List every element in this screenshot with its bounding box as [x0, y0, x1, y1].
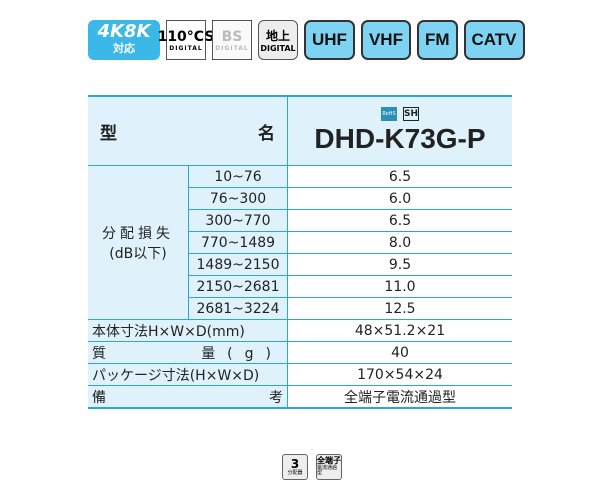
loss-value: 9.5	[287, 253, 512, 276]
compatibility-badges: 4K8K 対応 110°CS DIGITAL BS DIGITAL 地上 DIGITAL…	[88, 20, 525, 60]
loss-value: 12.5	[287, 297, 512, 320]
loss-value: 6.5	[287, 209, 512, 232]
loss-value: 6.5	[287, 165, 512, 188]
spec-table: 型名 RoHS SH DHD-K73G-P 分配損失 (dB以下) 10~76 6.5 7…	[88, 95, 512, 409]
frequency-range: 2681~3224	[188, 297, 288, 320]
frequency-range: 300~770	[188, 209, 288, 232]
cs-badge: 110°CS DIGITAL	[158, 20, 214, 60]
frequency-range: 2150~2681	[188, 275, 288, 298]
package-row: パッケージ寸法(H×W×D) 170×54×24	[88, 363, 512, 386]
loss-row: 1489~2150 9.5	[88, 253, 512, 276]
loss-row: 76~300 6.0	[88, 187, 512, 210]
all-terminal-pass-icon: 全端子 電流通過型	[316, 454, 342, 480]
frequency-range: 1489~2150	[188, 253, 288, 276]
band-badge-uhf: UHF	[304, 20, 355, 60]
model-row: 型名 RoHS SH DHD-K73G-P	[88, 95, 512, 166]
bs-badge: BS DIGITAL	[212, 20, 252, 60]
sh-jeita-icon: SH	[403, 107, 419, 121]
model-name: DHD-K73G-P	[314, 123, 486, 154]
3-way-splitter-icon: 3 分配器	[282, 454, 308, 480]
loss-value: 6.0	[287, 187, 512, 210]
4k8k-badge: 4K8K 対応	[88, 20, 160, 60]
size-row: 本体寸法H×W×D(mm) 48×51.2×21	[88, 319, 512, 342]
rohs-icon: RoHS	[381, 107, 397, 121]
weight-row: 質量(g) 40	[88, 341, 512, 364]
loss-row: 770~1489 8.0	[88, 231, 512, 254]
frequency-range: 770~1489	[188, 231, 288, 254]
loss-value: 8.0	[287, 231, 512, 254]
loss-label: 分配損失 (dB以下)	[88, 165, 189, 320]
note-row: 備考全端子電流通過型	[88, 385, 512, 409]
loss-value: 11.0	[287, 275, 512, 298]
band-badge-vhf: VHF	[360, 20, 411, 60]
band-badge-fm: FM	[416, 20, 458, 60]
terrestrial-badge: 地上 DIGITAL	[258, 20, 298, 60]
band-badge-catv: CATV	[463, 20, 525, 60]
loss-row: 300~770 6.5	[88, 209, 512, 232]
feature-icons: 3 分配器 全端子 電流通過型	[282, 454, 342, 480]
frequency-range: 76~300	[188, 187, 288, 210]
frequency-range: 10~76	[188, 165, 288, 188]
loss-row: 分配損失 (dB以下) 10~76 6.5	[88, 165, 512, 320]
